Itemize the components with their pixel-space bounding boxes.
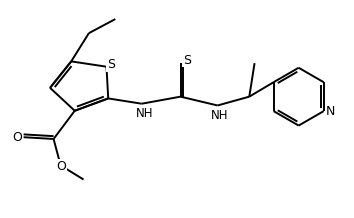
Text: NH: NH [136, 107, 153, 120]
Text: O: O [12, 131, 22, 144]
Text: S: S [183, 54, 191, 67]
Text: S: S [107, 58, 115, 72]
Text: N: N [326, 105, 336, 118]
Text: NH: NH [211, 109, 228, 122]
Text: O: O [56, 160, 66, 173]
